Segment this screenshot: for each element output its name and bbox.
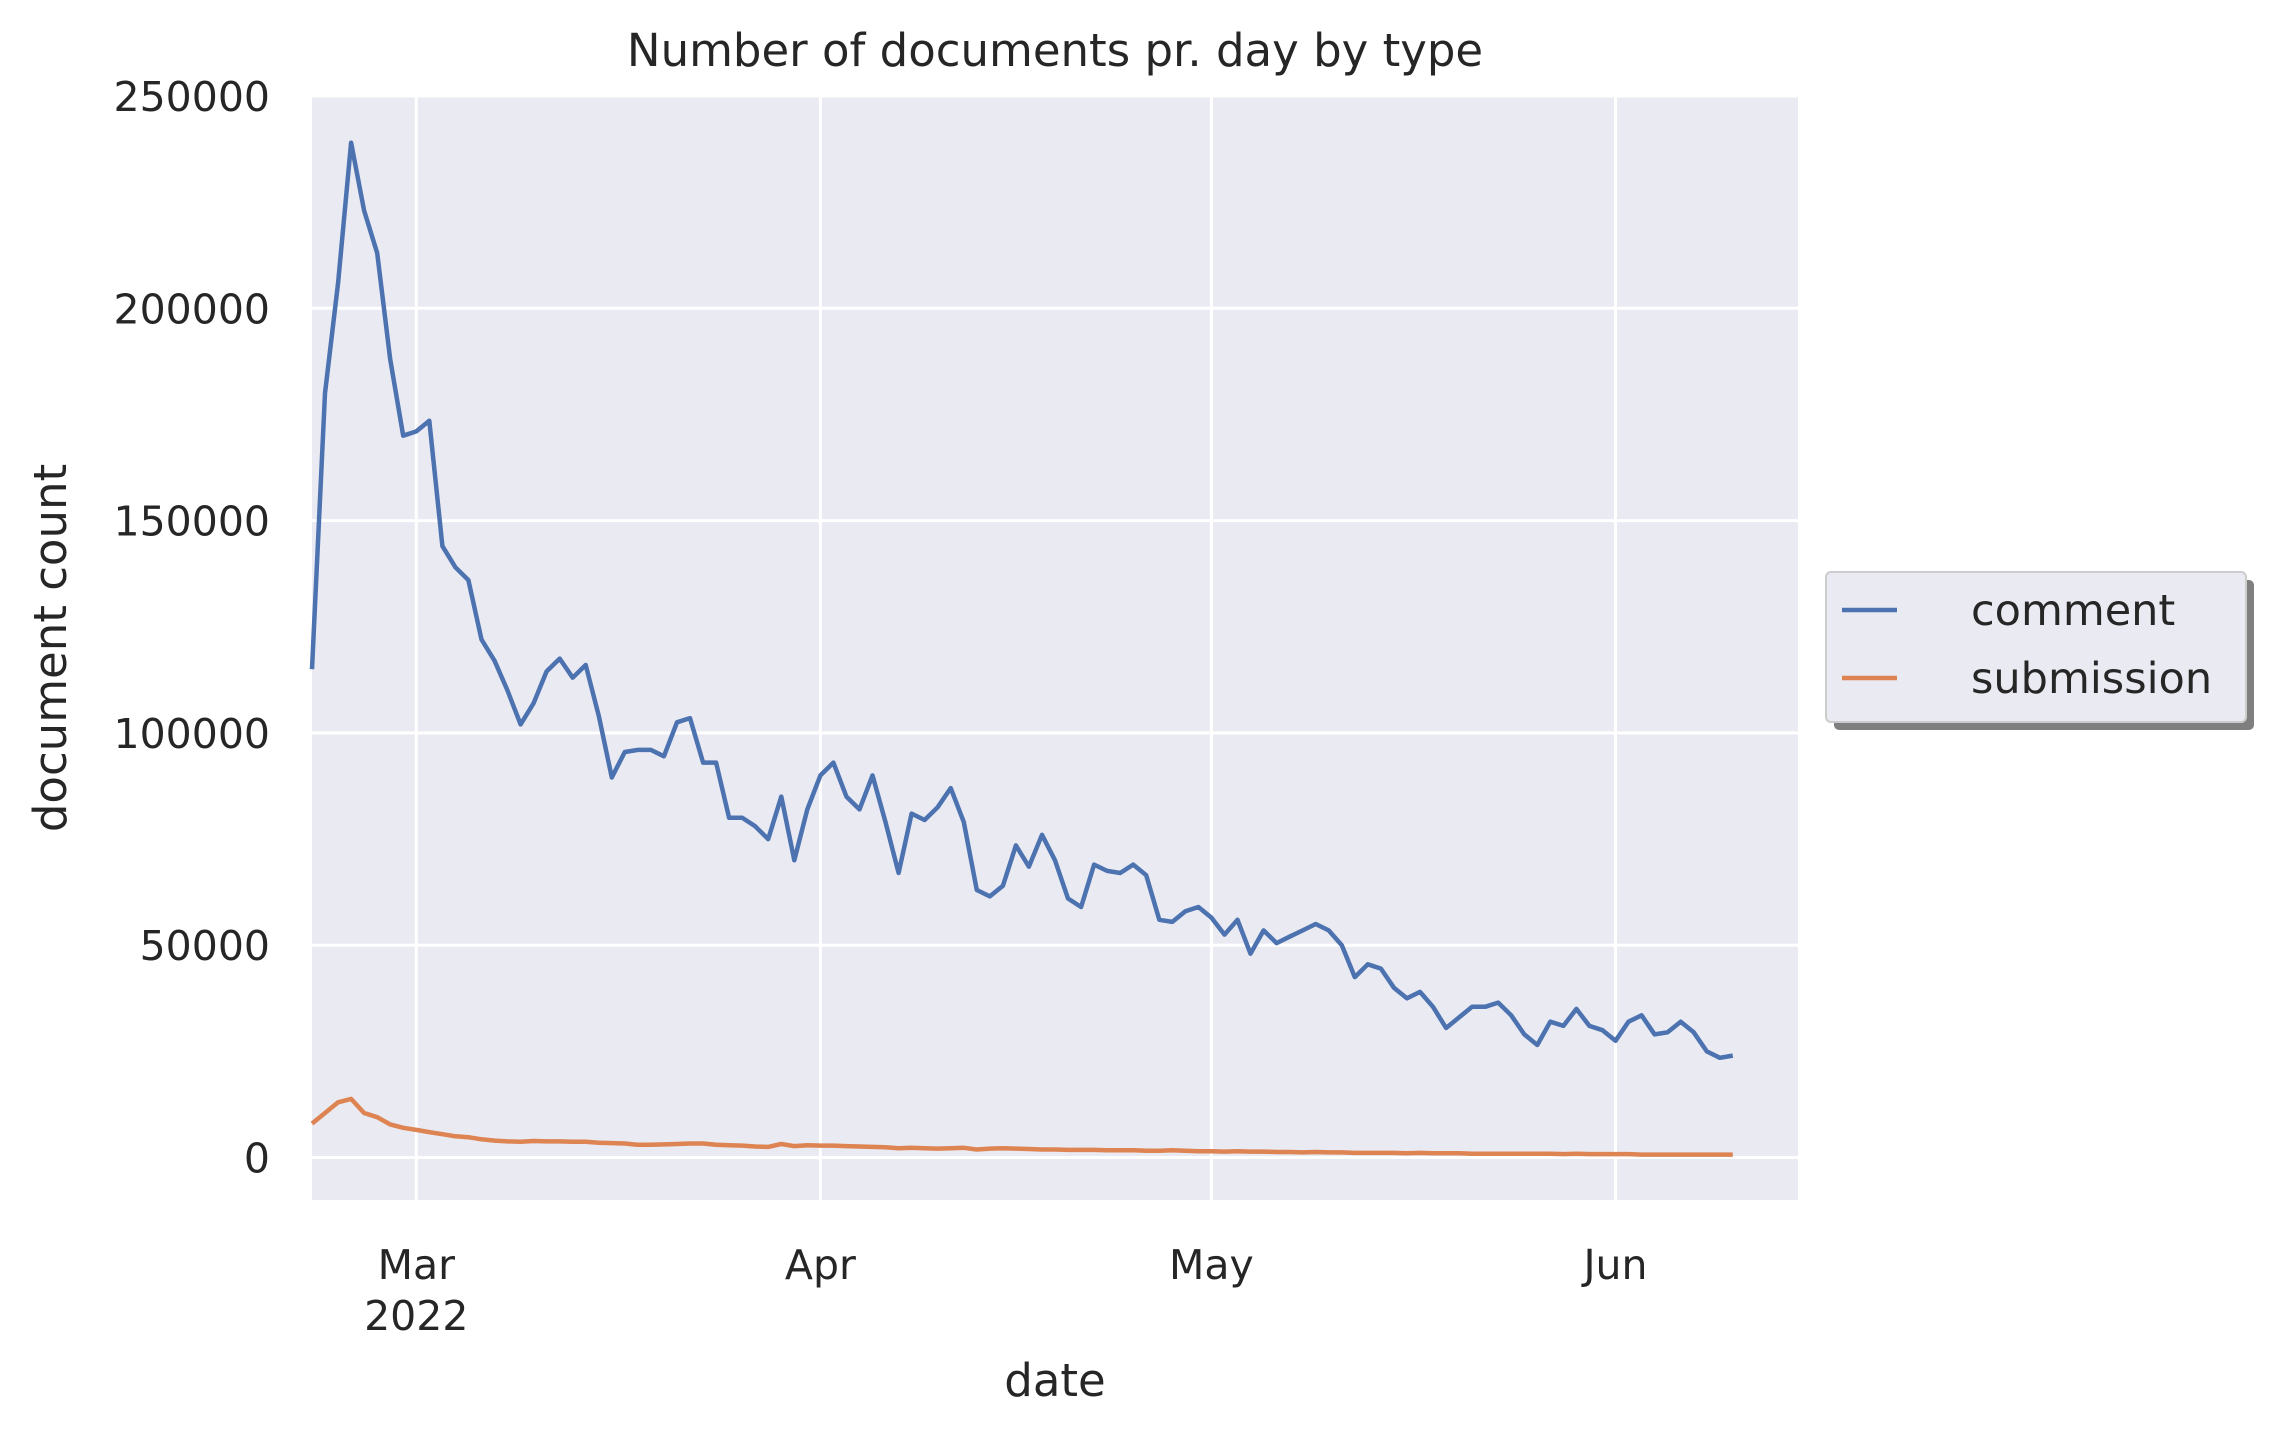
legend-label-comment: comment	[1971, 586, 2175, 636]
series-line-comment	[309, 140, 1734, 1061]
y-tick-label: 250000	[113, 73, 270, 121]
y-tick-label: 150000	[113, 498, 270, 546]
x-tick-label: May	[1169, 1241, 1254, 1289]
legend-box	[1825, 571, 2247, 723]
legend-label-submission: submission	[1971, 654, 2212, 704]
x-tick-sublabel: 2022	[364, 1292, 468, 1340]
x-axis-title: date	[1004, 1354, 1105, 1407]
x-tick-label: Jun	[1580, 1241, 1647, 1289]
series-lines	[309, 140, 1734, 1157]
series-line-submission	[310, 1096, 1733, 1157]
chart-title: Number of documents pr. day by type	[627, 24, 1483, 77]
y-tick-label: 200000	[113, 285, 270, 333]
y-tick-label: 0	[244, 1135, 270, 1183]
x-tick-label: Apr	[785, 1241, 856, 1289]
grid	[312, 94, 1798, 1200]
plot-background	[312, 96, 1798, 1200]
legend: comment submission	[1825, 571, 2254, 730]
y-tick-labels: 0 50000 100000 150000 200000 250000	[113, 73, 270, 1183]
x-tick-label: Mar	[378, 1241, 455, 1289]
y-tick-label: 100000	[113, 710, 270, 758]
y-axis-title: document count	[24, 464, 77, 832]
y-tick-label: 50000	[140, 922, 270, 970]
